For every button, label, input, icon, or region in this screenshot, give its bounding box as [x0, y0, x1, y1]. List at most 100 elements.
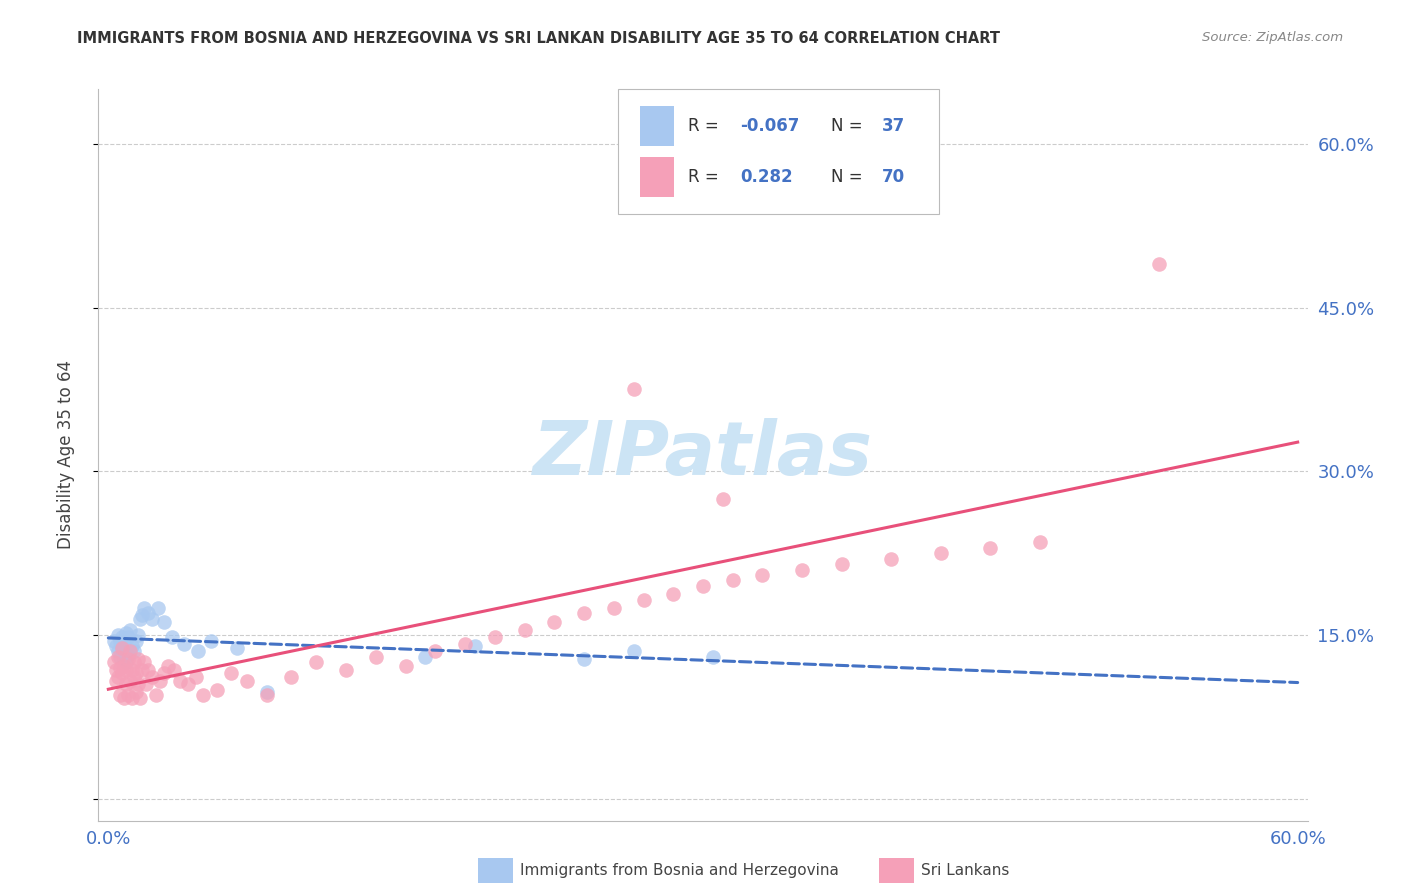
Point — [121, 663, 143, 677]
Point — [464, 639, 486, 653]
Point — [146, 600, 169, 615]
Point — [169, 673, 191, 688]
Point — [115, 677, 138, 691]
Point — [111, 641, 134, 656]
Bar — [640, 105, 673, 146]
Point — [129, 691, 152, 706]
Point — [122, 644, 145, 658]
Point — [107, 644, 129, 658]
Point — [121, 639, 143, 653]
Point — [115, 656, 138, 670]
Point — [117, 648, 139, 662]
Point — [513, 623, 536, 637]
Point — [125, 633, 148, 648]
Point — [110, 688, 132, 702]
Point — [122, 656, 145, 670]
Point — [110, 661, 132, 675]
Text: Sri Lankans: Sri Lankans — [921, 863, 1010, 878]
Point — [122, 669, 145, 683]
Point — [131, 663, 153, 677]
Point — [364, 649, 387, 664]
Point — [751, 568, 773, 582]
Point — [207, 682, 229, 697]
Text: ZIPatlas: ZIPatlas — [533, 418, 873, 491]
Point — [1029, 535, 1052, 549]
Point — [131, 608, 153, 623]
Point — [711, 491, 734, 506]
Point — [153, 615, 176, 629]
Point — [186, 644, 208, 658]
Point — [117, 630, 139, 644]
FancyBboxPatch shape — [619, 89, 939, 213]
Point — [105, 673, 128, 688]
Point — [425, 644, 447, 658]
Text: N =: N = — [831, 168, 868, 186]
Text: 70: 70 — [882, 168, 905, 186]
Point — [219, 666, 242, 681]
Point — [484, 630, 506, 644]
Point — [173, 637, 195, 651]
Point — [105, 639, 128, 653]
Point — [121, 691, 143, 706]
Point — [141, 669, 163, 683]
Point — [623, 383, 645, 397]
Point — [454, 637, 477, 651]
Point — [117, 652, 139, 666]
Point — [1147, 257, 1170, 271]
Point — [880, 551, 903, 566]
Point — [692, 579, 714, 593]
Point — [111, 641, 134, 656]
Point — [415, 649, 437, 664]
Point — [107, 628, 129, 642]
Text: -0.067: -0.067 — [741, 117, 800, 135]
Y-axis label: Disability Age 35 to 64: Disability Age 35 to 64 — [56, 360, 75, 549]
Point — [125, 666, 148, 681]
Point — [929, 546, 952, 560]
Point — [572, 606, 595, 620]
Point — [105, 663, 128, 677]
Point — [979, 541, 1001, 555]
Point — [103, 656, 125, 670]
Point — [156, 658, 179, 673]
Point — [107, 649, 129, 664]
Point — [149, 673, 172, 688]
Point — [633, 593, 655, 607]
Point — [120, 623, 142, 637]
Point — [112, 691, 135, 706]
Bar — [640, 157, 673, 197]
Text: 37: 37 — [882, 117, 905, 135]
Point — [127, 677, 149, 691]
Point — [236, 673, 259, 688]
Point — [120, 673, 142, 688]
Point — [603, 600, 626, 615]
Point — [136, 663, 159, 677]
Point — [112, 652, 135, 666]
Point — [395, 658, 418, 673]
Point — [184, 669, 207, 683]
Point — [153, 666, 176, 681]
Point — [117, 688, 139, 702]
Text: 0.282: 0.282 — [741, 168, 793, 186]
Point — [110, 649, 132, 664]
Point — [623, 644, 645, 658]
Point — [335, 663, 357, 677]
Point — [110, 633, 132, 648]
Point — [256, 688, 278, 702]
Point — [280, 669, 302, 683]
Text: Immigrants from Bosnia and Herzegovina: Immigrants from Bosnia and Herzegovina — [520, 863, 839, 878]
Text: R =: R = — [689, 117, 724, 135]
Point — [543, 615, 565, 629]
Point — [132, 600, 155, 615]
Text: Source: ZipAtlas.com: Source: ZipAtlas.com — [1202, 31, 1343, 45]
Point — [112, 637, 135, 651]
Point — [176, 677, 198, 691]
Point — [132, 656, 155, 670]
Point — [111, 666, 134, 681]
Point — [136, 606, 159, 620]
Point — [127, 652, 149, 666]
Point — [107, 669, 129, 683]
Point — [129, 612, 152, 626]
Point — [662, 586, 685, 600]
Text: N =: N = — [831, 117, 868, 135]
Point — [145, 688, 167, 702]
